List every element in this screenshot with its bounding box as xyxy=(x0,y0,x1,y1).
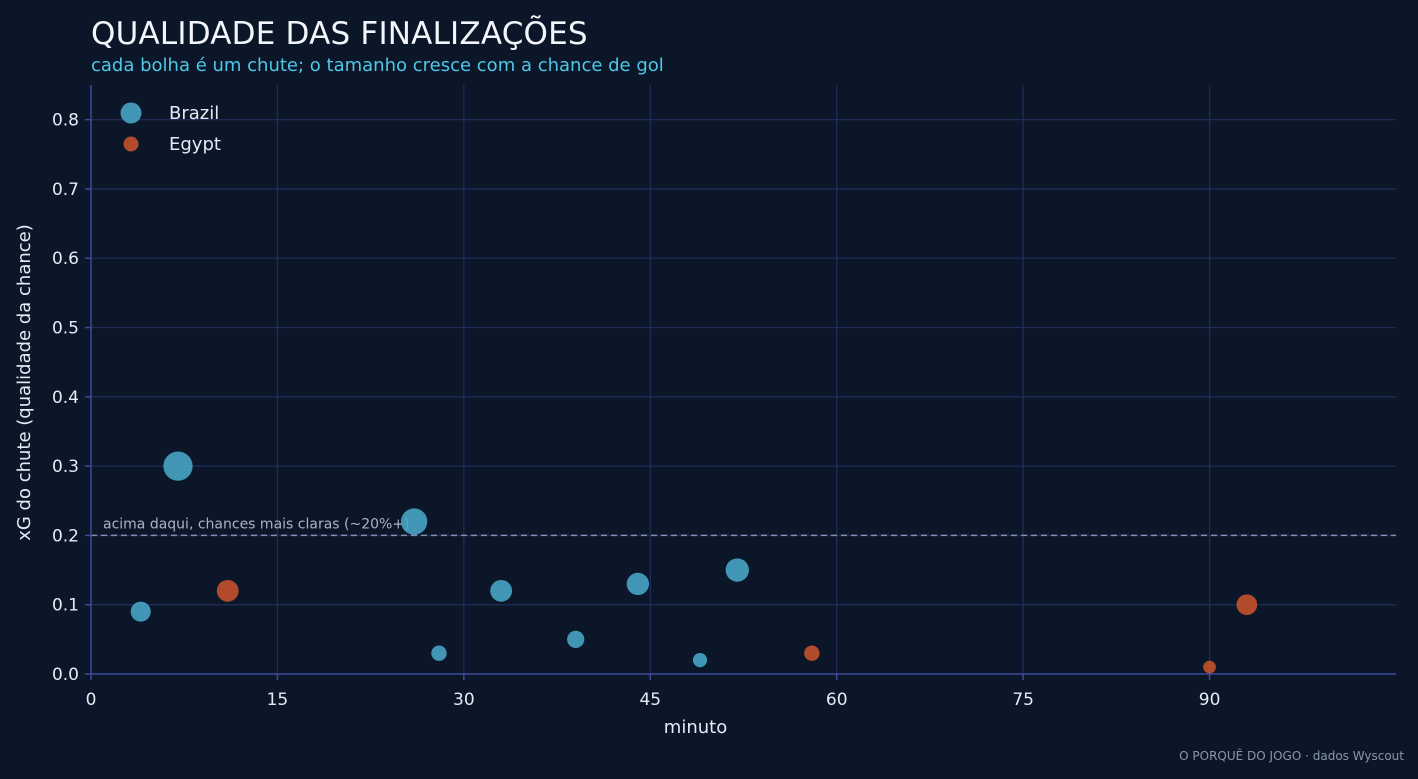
source-credit: O PORQUÊ DO JOGO · dados Wyscout xyxy=(1179,749,1404,763)
axes: 0 15 30 45 60 75 90 0.0 0.1 0.2 0.3 0.4 0.5 0.6 0.7 0.8… xyxy=(14,85,1396,738)
grid-lines xyxy=(91,85,1396,674)
legend-marker-brazil xyxy=(120,102,142,124)
x-tick-label: 15 xyxy=(267,690,289,710)
x-tick-label: 30 xyxy=(453,690,475,710)
x-tick-label: 75 xyxy=(1012,690,1034,710)
point-egypt xyxy=(1203,660,1216,674)
x-tick-label: 0 xyxy=(86,690,97,710)
y-tick-label: 0.2 xyxy=(52,526,79,546)
point-brazil xyxy=(130,601,151,622)
legend: Brazil Egypt xyxy=(120,102,221,155)
y-axis-title: xG do chute (qualidade da chance) xyxy=(14,224,35,541)
y-tick-label: 0.7 xyxy=(52,180,79,200)
point-brazil xyxy=(490,579,513,602)
point-egypt xyxy=(1236,594,1258,616)
x-tick-label: 45 xyxy=(639,690,661,710)
point-brazil xyxy=(626,572,650,596)
legend-label-brazil: Brazil xyxy=(169,103,219,124)
point-brazil xyxy=(567,630,585,648)
x-tick-label: 90 xyxy=(1199,690,1221,710)
legend-marker-egypt xyxy=(123,136,139,152)
x-axis-title: minuto xyxy=(664,717,727,738)
chart-title: QUALIDADE DAS FINALIZAÇÕES xyxy=(91,16,588,52)
point-egypt xyxy=(804,645,820,661)
x-tick-label: 60 xyxy=(826,690,848,710)
y-tick-label: 0.1 xyxy=(52,596,79,616)
point-brazil xyxy=(431,645,447,661)
point-brazil xyxy=(400,508,428,535)
reference-line-label: acima daqui, chances mais claras (~20%+) xyxy=(103,516,410,532)
y-tick-label: 0.4 xyxy=(52,388,79,408)
y-tick-label: 0.6 xyxy=(52,249,79,269)
y-tick-label: 0.0 xyxy=(52,665,79,685)
chart-subtitle: cada bolha é um chute; o tamanho cresce … xyxy=(91,55,664,76)
point-brazil xyxy=(163,451,193,481)
y-tick-label: 0.5 xyxy=(52,319,79,339)
legend-label-egypt: Egypt xyxy=(169,134,221,155)
point-brazil xyxy=(692,653,708,668)
y-tick-label: 0.8 xyxy=(52,111,79,131)
reference-line-group: acima daqui, chances mais claras (~20%+) xyxy=(91,516,1396,537)
point-egypt xyxy=(216,579,239,602)
point-brazil xyxy=(725,558,749,582)
y-tick-label: 0.3 xyxy=(52,457,79,477)
data-points xyxy=(130,451,1258,674)
